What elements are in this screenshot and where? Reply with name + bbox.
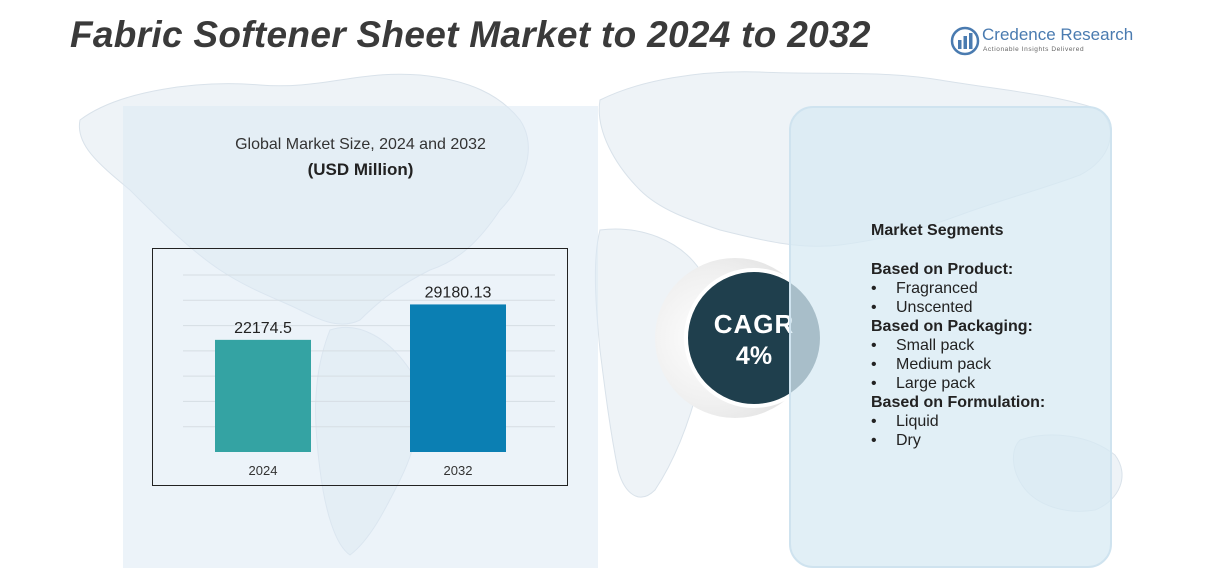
logo-tagline: Actionable Insights Delivered	[983, 46, 1085, 53]
data-label: 29180.13	[425, 284, 492, 301]
cagr-value: 4%	[735, 342, 773, 370]
segment-group-product: Based on Product: Fragranced Unscented	[871, 260, 1045, 317]
logo-name: Credence Research	[982, 25, 1134, 44]
segment-item: Liquid	[871, 412, 1045, 431]
segment-item: Large pack	[871, 374, 1045, 393]
cagr-label: CAGR	[713, 309, 795, 339]
bar-2024	[215, 339, 311, 452]
segment-group-packaging: Based on Packaging: Small pack Medium pa…	[871, 317, 1045, 393]
chart-subtitle: (USD Million)	[307, 160, 414, 179]
segments-title: Market Segments	[871, 222, 1004, 239]
data-label: 22174.5	[234, 320, 292, 337]
bar-chart-logo-icon	[950, 26, 980, 56]
bar-chart: 22174.5 2024 29180.13 2032	[152, 248, 568, 486]
segment-item: Unscented	[871, 298, 1045, 317]
segment-item: Fragranced	[871, 279, 1045, 298]
segment-group-title: Based on Formulation:	[871, 394, 1046, 411]
bar-2032	[410, 304, 506, 452]
x-tick-label: 2024	[249, 463, 278, 478]
segment-group-title: Based on Product:	[871, 261, 1014, 278]
page-title: Fabric Softener Sheet Market to 2024 to …	[70, 14, 871, 55]
market-size-panel	[123, 106, 598, 568]
chart-title: Global Market Size, 2024 and 2032	[235, 136, 486, 153]
segment-item: Small pack	[871, 336, 1045, 355]
segment-group-title: Based on Packaging:	[871, 318, 1033, 335]
segment-item: Dry	[871, 431, 1045, 450]
bar-chart-canvas: 22174.5 2024 29180.13 2032	[183, 274, 555, 478]
x-tick-label: 2032	[444, 463, 473, 478]
segment-item: Medium pack	[871, 355, 1045, 374]
segment-group-formulation: Based on Formulation: Liquid Dry	[871, 393, 1045, 450]
market-segments: Market Segments Based on Product: Fragra…	[871, 222, 1045, 450]
